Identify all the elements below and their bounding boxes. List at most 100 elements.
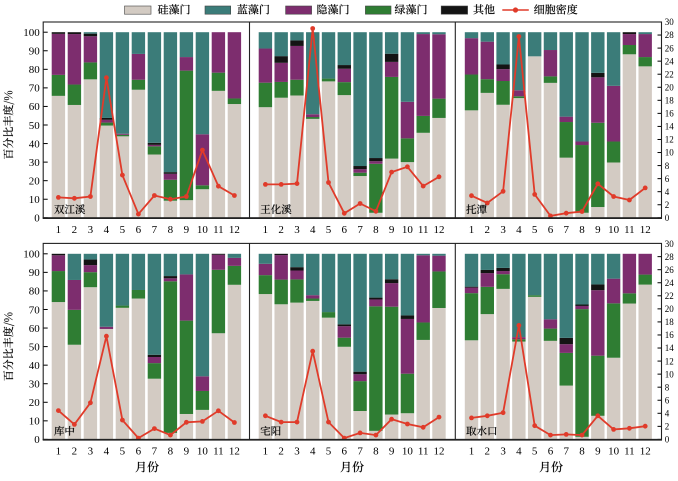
svg-text:30: 30 (665, 17, 675, 27)
svg-text:28: 28 (665, 252, 675, 262)
svg-text:8: 8 (665, 161, 670, 171)
svg-text:3: 3 (500, 445, 506, 457)
svg-text:22: 22 (665, 291, 674, 301)
svg-text:6: 6 (548, 445, 554, 457)
svg-text:3: 3 (88, 445, 94, 457)
svg-text:1: 1 (263, 445, 269, 457)
svg-text:40: 40 (29, 360, 41, 372)
svg-text:6: 6 (665, 395, 670, 405)
svg-text:1: 1 (263, 224, 269, 236)
svg-text:2: 2 (278, 445, 284, 457)
svg-text:12: 12 (665, 135, 674, 145)
svg-text:0: 0 (665, 435, 670, 445)
svg-text:11: 11 (418, 445, 429, 457)
svg-text:9: 9 (389, 224, 395, 236)
svg-text:24: 24 (665, 278, 675, 288)
svg-text:2: 2 (665, 422, 670, 432)
svg-text:14: 14 (665, 122, 675, 132)
svg-text:10: 10 (402, 224, 414, 236)
svg-text:0: 0 (34, 213, 40, 225)
svg-text:1: 1 (469, 224, 475, 236)
svg-text:11: 11 (624, 224, 635, 236)
svg-text:7: 7 (357, 445, 363, 457)
svg-text:50: 50 (29, 120, 41, 132)
svg-text:22: 22 (665, 69, 674, 79)
svg-text:90: 90 (29, 267, 41, 279)
svg-text:9: 9 (595, 445, 601, 457)
svg-text:8: 8 (665, 382, 670, 392)
svg-text:18: 18 (665, 317, 675, 327)
svg-text:6: 6 (136, 445, 142, 457)
svg-text:7: 7 (563, 224, 569, 236)
svg-text:0: 0 (34, 434, 40, 446)
svg-text:18: 18 (665, 96, 675, 106)
svg-text:1: 1 (56, 445, 62, 457)
svg-text:10: 10 (402, 445, 414, 457)
svg-text:1: 1 (469, 445, 475, 457)
svg-text:5: 5 (532, 445, 538, 457)
svg-text:10: 10 (608, 445, 620, 457)
svg-text:9: 9 (184, 224, 190, 236)
svg-text:11: 11 (213, 445, 224, 457)
svg-text:50: 50 (29, 341, 41, 353)
svg-text:20: 20 (29, 175, 41, 187)
svg-text:7: 7 (152, 445, 158, 457)
svg-text:5: 5 (532, 224, 538, 236)
svg-text:6: 6 (342, 224, 348, 236)
svg-text:9: 9 (595, 224, 601, 236)
svg-text:5: 5 (120, 445, 126, 457)
svg-text:24: 24 (665, 56, 675, 66)
svg-text:8: 8 (373, 224, 379, 236)
svg-text:2: 2 (485, 445, 491, 457)
svg-text:12: 12 (640, 445, 651, 457)
svg-text:2: 2 (278, 224, 284, 236)
svg-text:3: 3 (88, 224, 94, 236)
svg-text:4: 4 (104, 224, 110, 236)
svg-text:3: 3 (500, 224, 506, 236)
svg-text:4: 4 (310, 445, 316, 457)
svg-text:4: 4 (665, 187, 670, 197)
svg-text:70: 70 (29, 83, 41, 95)
svg-text:11: 11 (213, 224, 224, 236)
svg-text:16: 16 (665, 109, 675, 119)
svg-text:90: 90 (29, 46, 41, 58)
svg-text:11: 11 (418, 224, 429, 236)
svg-text:60: 60 (29, 323, 41, 335)
svg-text:6: 6 (136, 224, 142, 236)
svg-text:20: 20 (665, 82, 675, 92)
svg-text:8: 8 (373, 445, 379, 457)
svg-text:16: 16 (665, 330, 675, 340)
svg-text:6: 6 (342, 445, 348, 457)
svg-text:100: 100 (23, 27, 40, 39)
svg-text:30: 30 (29, 157, 41, 169)
svg-text:12: 12 (229, 224, 240, 236)
svg-text:4: 4 (516, 445, 522, 457)
svg-text:1: 1 (56, 224, 62, 236)
svg-text:6: 6 (665, 174, 670, 184)
svg-text:20: 20 (29, 397, 41, 409)
svg-text:10: 10 (197, 224, 209, 236)
svg-text:12: 12 (433, 224, 444, 236)
svg-text:26: 26 (665, 265, 675, 275)
svg-text:10: 10 (665, 369, 675, 379)
svg-text:4: 4 (516, 224, 522, 236)
svg-text:5: 5 (326, 445, 332, 457)
svg-text:4: 4 (310, 224, 316, 236)
svg-text:6: 6 (548, 224, 554, 236)
svg-text:3: 3 (294, 445, 300, 457)
svg-text:8: 8 (579, 445, 585, 457)
svg-text:2: 2 (485, 224, 491, 236)
svg-text:2: 2 (72, 224, 78, 236)
svg-text:8: 8 (168, 224, 174, 236)
svg-text:12: 12 (640, 224, 651, 236)
svg-text:80: 80 (29, 64, 41, 76)
svg-text:5: 5 (326, 224, 332, 236)
svg-text:10: 10 (665, 148, 675, 158)
svg-text:4: 4 (104, 445, 110, 457)
svg-text:30: 30 (665, 239, 675, 249)
svg-text:20: 20 (665, 304, 675, 314)
svg-text:7: 7 (357, 224, 363, 236)
svg-text:0: 0 (665, 213, 670, 223)
svg-text:11: 11 (624, 445, 635, 457)
svg-text:5: 5 (120, 224, 126, 236)
